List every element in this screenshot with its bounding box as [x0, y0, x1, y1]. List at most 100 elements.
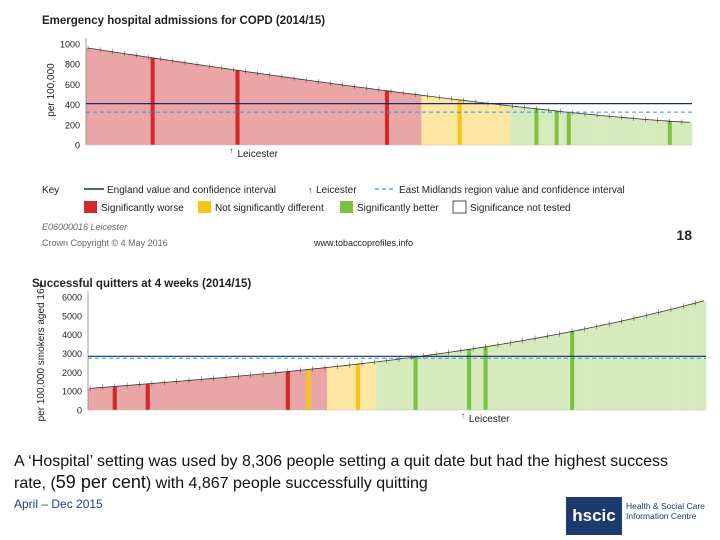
value-line-segment: [221, 67, 226, 69]
bar-worse: [149, 383, 155, 410]
bar-worse: [86, 48, 91, 145]
y-tick-label: 800: [65, 60, 80, 70]
bar-worse: [259, 73, 265, 145]
chart2-reference-lines: [88, 355, 706, 359]
bar-worse: [298, 370, 303, 410]
y-tick-label: 200: [65, 120, 80, 130]
bar-notsig: [502, 105, 507, 145]
bar-worse: [316, 81, 321, 145]
bar-worse: [397, 92, 402, 145]
value-line-segment: [485, 345, 490, 348]
bar-better: [582, 113, 588, 145]
bar-better: [454, 351, 460, 410]
value-line-segment: [481, 346, 486, 348]
bar-worse: [332, 83, 337, 145]
bar-better: [438, 353, 443, 410]
bar-better: [603, 324, 608, 410]
value-line-segment: [395, 91, 400, 93]
y-tick-label: 5000: [62, 311, 82, 321]
bar-worse: [166, 382, 171, 410]
bar-worse: [166, 60, 172, 145]
bar-worse: [98, 49, 103, 145]
value-line-segment: [136, 55, 141, 57]
value-line-segment: [330, 82, 335, 85]
bar-worse: [306, 369, 313, 410]
bar-better: [599, 115, 604, 145]
bar-better: [570, 331, 577, 410]
bar-better: [603, 115, 608, 145]
bar-notsig: [453, 99, 458, 145]
value-line-segment: [298, 78, 303, 80]
bar-better: [683, 122, 689, 145]
chart2-highlight-arrow: ↑: [461, 411, 465, 420]
y-tick-label: 3000: [62, 349, 82, 359]
value-line-segment: [407, 93, 412, 95]
bar-worse: [199, 379, 204, 410]
bar-better: [590, 327, 596, 410]
bar-worse: [94, 49, 99, 145]
value-line-segment: [431, 353, 437, 356]
bar-worse: [348, 86, 353, 145]
bar-better: [566, 112, 574, 145]
bar-worse: [240, 375, 245, 410]
bar-worse: [417, 94, 422, 145]
bar-worse: [231, 69, 236, 145]
value-line-segment: [350, 85, 355, 87]
bar-better: [429, 354, 435, 410]
bar-notsig: [433, 96, 438, 145]
copyright-label: Crown Copyright © 4 May 2016: [42, 238, 168, 248]
y-tick-label: 6000: [62, 293, 82, 303]
value-line-segment: [447, 98, 452, 100]
bar-worse: [277, 372, 282, 410]
bar-better: [479, 347, 484, 410]
bar-notsig: [326, 367, 332, 410]
bar-better: [483, 346, 491, 410]
bar-better: [635, 118, 640, 145]
bar-better: [546, 110, 551, 145]
chart1-highlight-arrow: ↑: [229, 146, 233, 155]
bar-better: [570, 112, 576, 145]
bar-worse: [308, 80, 313, 145]
value-line-segment: [152, 57, 157, 59]
value-line-segment: [695, 301, 700, 304]
value-line-segment: [675, 306, 680, 309]
key-nottested-swatch: [452, 200, 467, 214]
bar-worse: [145, 383, 153, 410]
bar-worse: [199, 65, 204, 145]
value-line-segment: [249, 71, 254, 74]
bar-notsig: [494, 104, 499, 145]
bar-worse: [158, 382, 163, 410]
bar-worse: [322, 367, 328, 410]
value-line-segment: [261, 73, 266, 75]
bar-better: [635, 317, 641, 410]
value-line-segment: [188, 62, 194, 65]
value-line-segment: [415, 94, 420, 96]
bar-worse: [376, 89, 382, 145]
value-line-segment: [289, 77, 295, 79]
value-line-segment: [699, 300, 705, 303]
value-line-segment: [140, 55, 145, 58]
bar-better: [504, 343, 509, 410]
bar-worse: [223, 377, 229, 410]
y-tick-label: 0: [77, 406, 82, 416]
bar-worse: [162, 59, 168, 145]
value-line-segment: [265, 73, 270, 76]
bar-worse: [146, 57, 151, 146]
bar-worse: [150, 57, 158, 146]
value-line-segment: [670, 307, 676, 310]
value-line-segment: [510, 341, 515, 344]
value-line-segment: [551, 334, 556, 336]
bar-better: [664, 310, 670, 410]
value-line-segment: [443, 97, 448, 99]
bar-better: [530, 108, 535, 145]
bar-better: [392, 359, 398, 410]
value-line-segment: [592, 326, 597, 328]
bar-worse: [300, 79, 305, 145]
bar-better: [522, 107, 527, 145]
bar-worse: [207, 378, 212, 410]
bar-worse: [141, 384, 146, 410]
bar-better: [384, 360, 390, 410]
bar-worse: [114, 52, 119, 146]
value-line-segment: [514, 340, 519, 343]
bar-better: [595, 115, 600, 145]
